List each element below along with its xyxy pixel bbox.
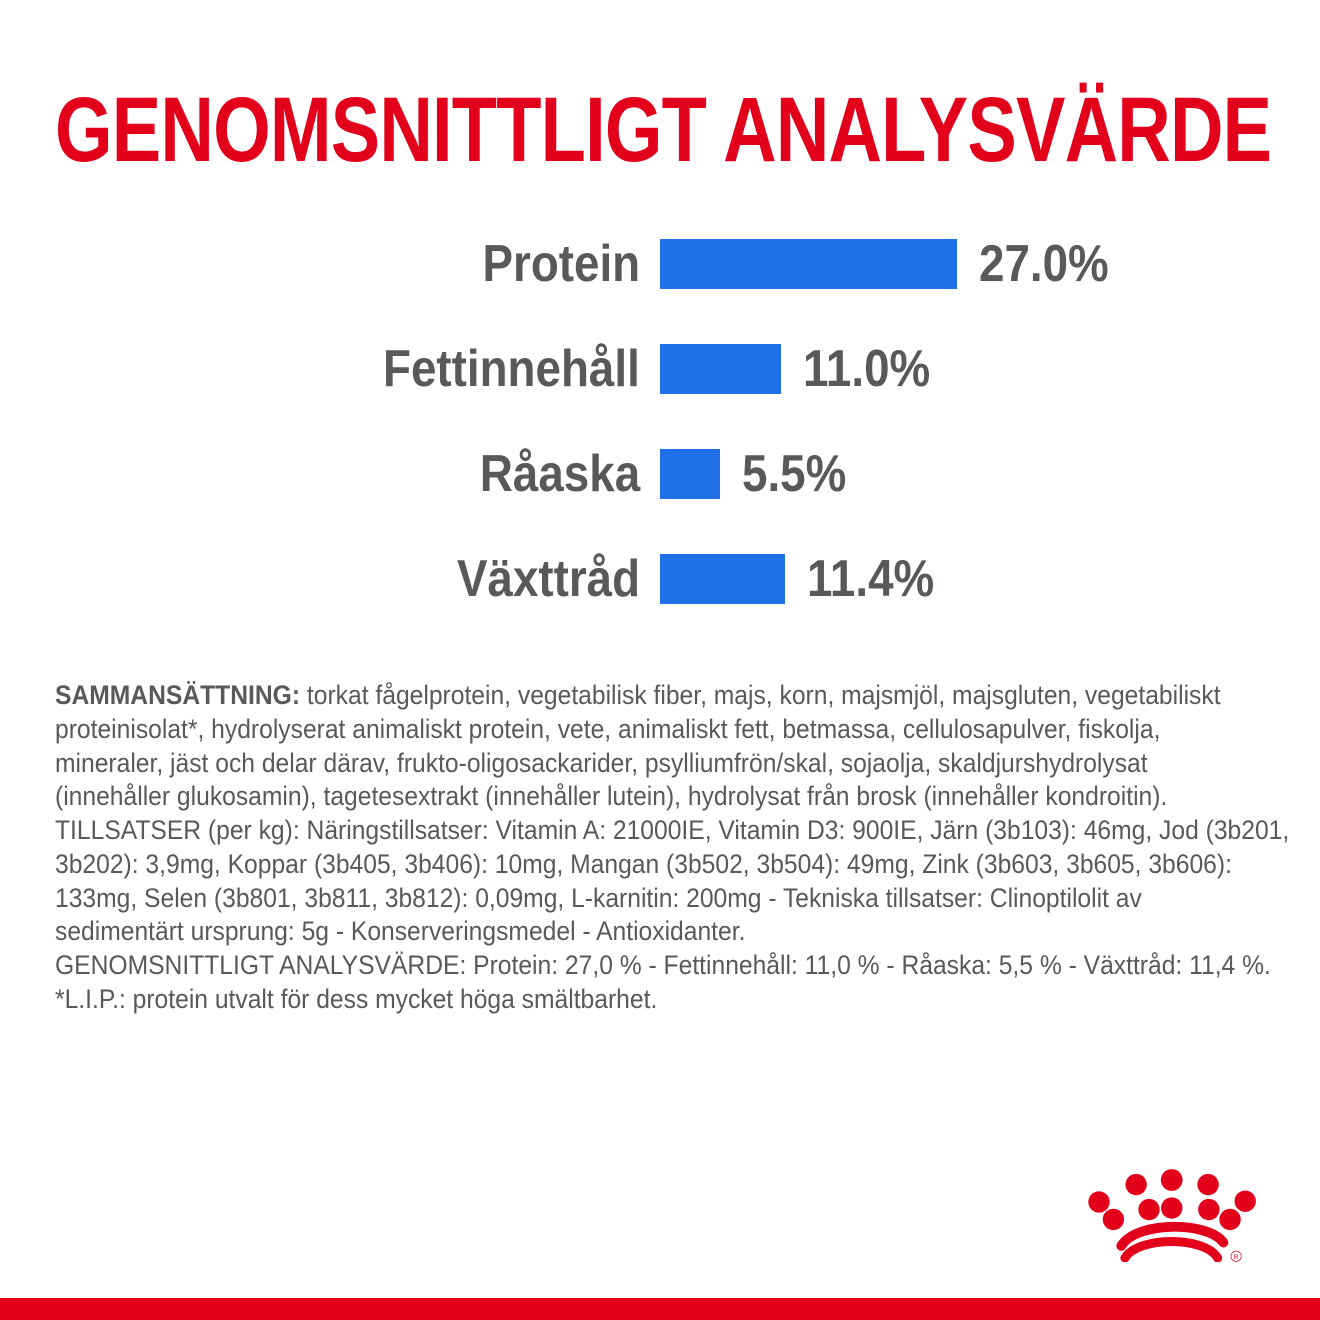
svg-text:R: R [1234,1254,1239,1261]
